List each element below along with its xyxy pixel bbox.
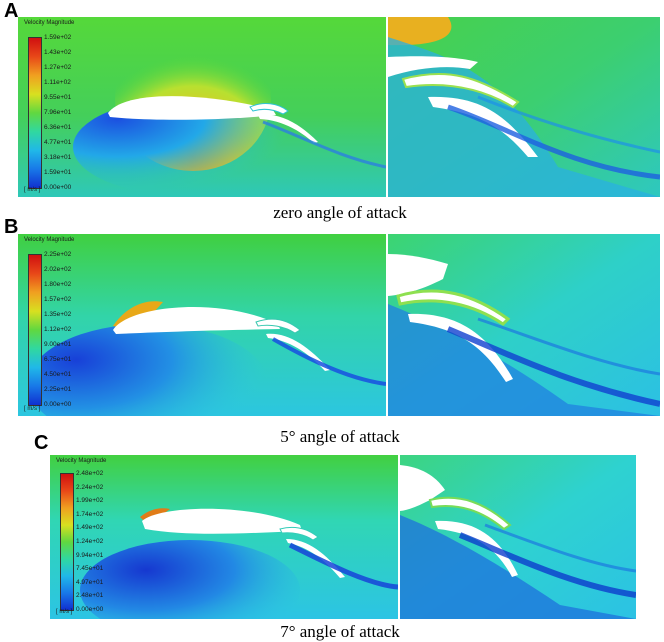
color-legend-c: Velocity Magnitude 2.48e+02 2.24e+02 1.9… — [54, 457, 114, 617]
legend-tick: 1.35e+02 — [44, 311, 72, 318]
color-scale-bar — [28, 254, 42, 406]
legend-tick: 1.57e+02 — [44, 296, 72, 303]
velocity-contour-plot-c-zoom — [400, 455, 636, 619]
legend-tick: 4.77e+01 — [44, 139, 72, 146]
velocity-contour-plot-b-zoom — [388, 234, 660, 416]
panel-label-c: C — [34, 432, 49, 454]
velocity-contour-plot-b-full: Velocity Magnitude 2.25e+02 2.02e+02 1.8… — [18, 234, 386, 416]
legend-tick: 1.59e+01 — [44, 169, 72, 176]
legend-tick: 2.24e+02 — [76, 483, 104, 491]
legend-title: Velocity Magnitude — [24, 20, 75, 26]
panel-label-b: B — [4, 216, 19, 238]
legend-tick: 1.74e+02 — [76, 510, 104, 518]
legend-title: Velocity Magnitude — [24, 237, 75, 243]
color-legend-b: Velocity Magnitude 2.25e+02 2.02e+02 1.8… — [22, 236, 82, 414]
panel-label-a: A — [4, 0, 19, 22]
legend-tick: 2.25e+01 — [44, 386, 72, 393]
legend-tick: 2.25e+02 — [44, 251, 72, 258]
legend-tick: 0.00e+00 — [44, 401, 72, 408]
legend-tick: 2.48e+01 — [76, 592, 104, 600]
velocity-contour-plot-a-zoom — [388, 17, 660, 197]
legend-tick: 6.75e+01 — [44, 356, 72, 363]
legend-tick: 2.02e+02 — [44, 266, 72, 273]
velocity-contour-plot-c-full: Velocity Magnitude 2.48e+02 2.24e+02 1.9… — [50, 455, 398, 619]
legend-tick: 0.00e+00 — [44, 184, 72, 191]
legend-tick: 4.97e+01 — [76, 578, 104, 586]
color-scale-bar — [60, 473, 74, 611]
velocity-contour-plot-a-full: Velocity Magnitude 1.59e+02 1.43e+02 1.2… — [18, 17, 386, 197]
legend-title: Velocity Magnitude — [56, 458, 107, 464]
legend-tick: 9.94e+01 — [76, 551, 104, 559]
legend-tick: 9.55e+01 — [44, 94, 72, 101]
caption-c: 7° angle of attack — [280, 622, 400, 641]
legend-tick: 1.49e+02 — [76, 524, 104, 532]
legend-tick: 4.50e+01 — [44, 371, 72, 378]
legend-tick: 3.18e+01 — [44, 154, 72, 161]
legend-tick: 1.43e+02 — [44, 49, 72, 56]
legend-tick: 7.96e+01 — [44, 109, 72, 116]
caption-a: zero angle of attack — [273, 203, 407, 222]
legend-tick: 7.45e+01 — [76, 565, 104, 573]
caption-b: 5° angle of attack — [280, 427, 400, 446]
legend-unit: [ m/s ] — [56, 609, 73, 615]
legend-unit: [ m/s ] — [24, 187, 41, 193]
legend-tick: 1.59e+02 — [44, 34, 72, 41]
legend-unit: [ m/s ] — [24, 406, 41, 412]
legend-tick: 1.99e+02 — [76, 497, 104, 505]
color-legend-a: Velocity Magnitude 1.59e+02 1.43e+02 1.2… — [22, 19, 82, 195]
legend-tick: 1.27e+02 — [44, 64, 72, 71]
legend-tick: 0.00e+00 — [76, 606, 104, 613]
legend-tick: 1.12e+02 — [44, 326, 72, 333]
color-scale-bar — [28, 37, 42, 189]
legend-tick: 9.00e+01 — [44, 341, 72, 348]
legend-tick: 1.24e+02 — [76, 538, 104, 545]
legend-tick: 1.11e+02 — [44, 79, 71, 86]
legend-tick: 6.36e+01 — [44, 124, 72, 131]
legend-tick: 2.48e+02 — [76, 470, 104, 477]
legend-tick: 1.80e+02 — [44, 281, 72, 288]
